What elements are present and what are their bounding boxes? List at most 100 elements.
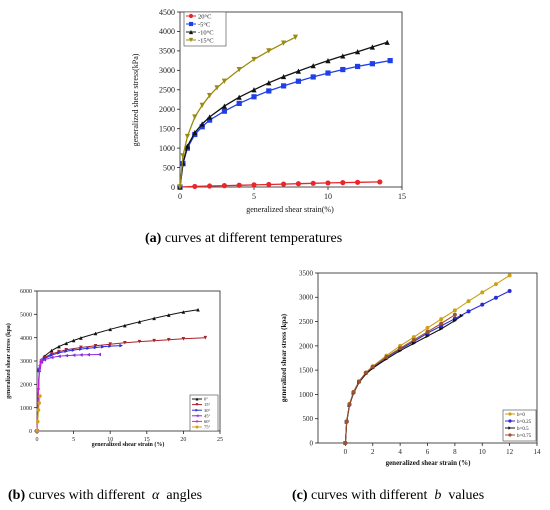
data-point — [207, 114, 213, 120]
data-point — [466, 309, 471, 314]
data-point — [325, 70, 331, 76]
y-tick-label: 2500 — [299, 318, 314, 326]
data-point — [452, 318, 457, 323]
y-tick-label: 1000 — [20, 406, 32, 412]
legend: 0°15°30°45°60°75° — [189, 394, 219, 432]
chart-0: 0 5 10 15 0 500 1000 1500 2000 2500 3000 3500 4000 45… — [131, 8, 406, 214]
x-axis-label: generalized shear strain (%) — [92, 441, 165, 448]
legend-marker — [195, 414, 199, 418]
data-point — [370, 364, 375, 369]
series-line — [179, 36, 296, 188]
data-point — [192, 183, 198, 190]
y-tick-label: 1500 — [159, 124, 175, 133]
x-tick-label: 10 — [324, 192, 332, 201]
data-point — [192, 129, 198, 136]
data-point — [184, 143, 190, 149]
data-point — [507, 273, 512, 278]
data-point — [57, 354, 61, 359]
series-line — [36, 309, 199, 432]
data-point — [39, 360, 44, 364]
data-point — [377, 179, 383, 185]
legend-marker — [188, 29, 194, 35]
data-point — [49, 352, 54, 356]
legend-label: -10°C — [198, 29, 214, 36]
data-point — [199, 121, 205, 127]
caption-b: (b) curves with different α angles — [8, 488, 203, 503]
series-line — [179, 59, 391, 188]
data-point — [64, 348, 69, 352]
data-point — [79, 353, 83, 357]
data-point — [480, 302, 485, 307]
data-point — [384, 355, 389, 360]
y-tick-label: 0 — [171, 183, 175, 192]
legend-label: b=0.5 — [517, 427, 529, 432]
data-point — [64, 349, 69, 353]
data-point — [207, 183, 213, 189]
y-axis-label: generalized shear stress(kPa) — [131, 53, 140, 146]
legend-marker — [188, 21, 194, 27]
x-tick-label: 5 — [72, 437, 75, 443]
legend: 20°C-5°C-10°C-15°C — [183, 11, 227, 47]
data-point — [266, 181, 272, 188]
series-3 — [343, 312, 457, 445]
y-tick-label: 5000 — [20, 312, 32, 318]
data-point — [369, 44, 375, 50]
data-point — [325, 180, 331, 186]
data-point — [196, 307, 200, 312]
data-point — [221, 78, 227, 84]
data-point — [79, 347, 83, 351]
data-point — [439, 326, 444, 331]
data-point — [108, 344, 112, 348]
data-point — [57, 351, 61, 355]
data-point — [221, 103, 227, 109]
data-point — [355, 63, 361, 70]
data-point — [152, 338, 156, 343]
data-point — [36, 387, 41, 391]
data-point — [35, 419, 40, 424]
data-point — [439, 321, 444, 326]
data-point — [295, 78, 301, 84]
series-2 — [343, 313, 464, 445]
x-tick-label: 25 — [217, 437, 223, 443]
data-point — [38, 394, 42, 398]
y-tick-label: 1000 — [299, 391, 314, 399]
legend-label: 0° — [204, 397, 208, 402]
series-3 — [35, 352, 102, 433]
series-line — [344, 290, 510, 444]
data-point — [57, 349, 61, 354]
data-point — [184, 133, 190, 140]
caption-a: (a) curves at different temperatures — [145, 231, 343, 246]
legend-marker — [195, 425, 199, 429]
legend-marker — [508, 419, 512, 423]
data-point — [251, 87, 257, 93]
data-point — [384, 39, 390, 45]
x-tick-label: 5 — [252, 192, 256, 201]
data-point — [507, 288, 512, 293]
data-point — [181, 310, 186, 314]
data-point — [79, 345, 83, 350]
data-point — [166, 337, 171, 342]
data-point — [49, 355, 54, 360]
y-axis-label: generalized shear stress (kpa) — [280, 313, 288, 402]
series-5 — [35, 394, 42, 433]
y-tick-label: 3000 — [20, 359, 32, 365]
data-point — [97, 352, 102, 357]
data-point — [36, 408, 41, 412]
data-point — [425, 334, 430, 339]
data-point — [93, 331, 98, 336]
data-point — [49, 348, 54, 353]
series-1 — [343, 288, 512, 445]
data-point — [292, 34, 299, 40]
data-point — [343, 441, 348, 445]
data-point — [236, 66, 242, 73]
data-point — [152, 316, 156, 321]
data-point — [71, 348, 76, 352]
legend-label: 45° — [204, 413, 211, 418]
data-point — [57, 344, 61, 349]
data-point — [266, 88, 272, 94]
y-axis-label: generalized shear stress (kpa) — [5, 323, 12, 399]
data-point — [355, 49, 361, 55]
data-point — [281, 40, 287, 46]
data-point — [123, 323, 127, 328]
data-point — [369, 61, 375, 67]
